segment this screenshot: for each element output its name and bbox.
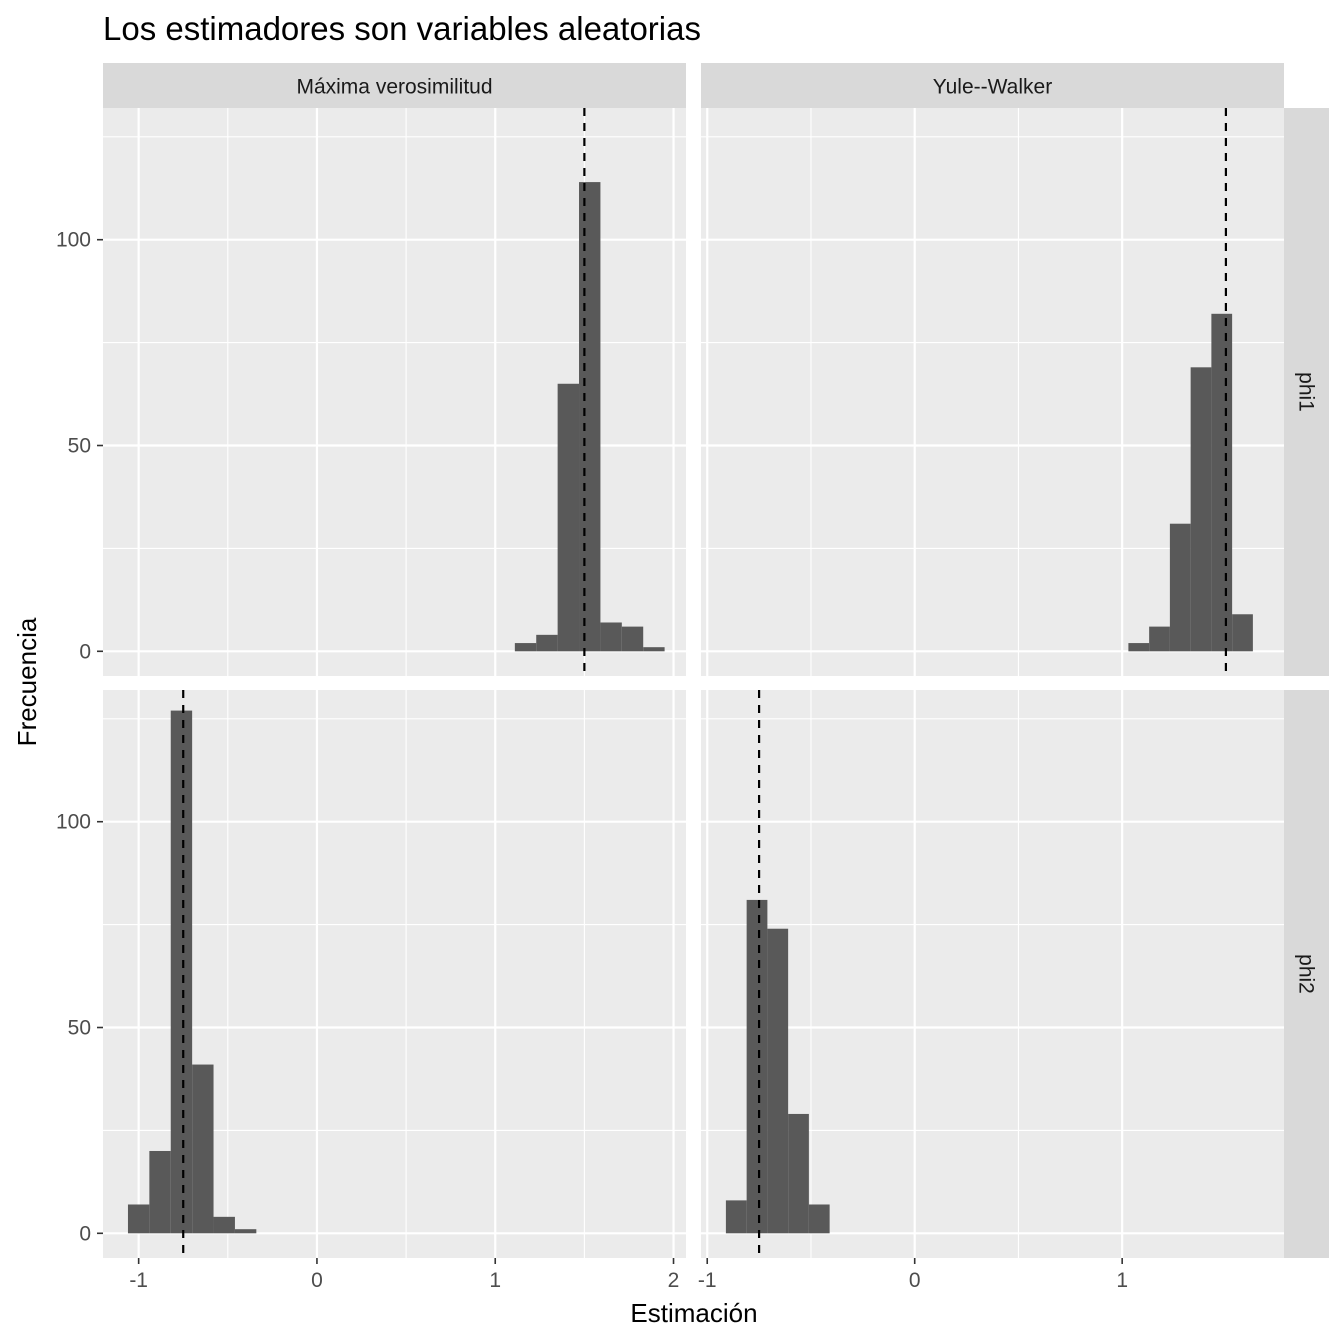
y-tick-label: 0 bbox=[79, 640, 91, 663]
histogram-bar bbox=[536, 634, 558, 652]
histogram-bar bbox=[192, 1064, 214, 1234]
x-axis-title: Estimación bbox=[630, 1298, 757, 1328]
histogram-bar bbox=[600, 622, 622, 652]
facet-panel bbox=[701, 690, 1284, 1258]
histogram-bar bbox=[621, 626, 644, 652]
x-tick-label: 1 bbox=[1116, 1269, 1128, 1292]
histogram-bar bbox=[127, 1204, 150, 1234]
facet-panel bbox=[701, 108, 1284, 676]
histogram-bar bbox=[1128, 643, 1150, 652]
histogram-bar bbox=[746, 899, 768, 1234]
histogram-bar bbox=[1190, 367, 1212, 652]
row-strip-label: phi2 bbox=[1295, 954, 1318, 994]
facet-panel bbox=[103, 108, 686, 676]
y-tick-label: 100 bbox=[56, 811, 91, 834]
x-tick-label: -1 bbox=[698, 1269, 717, 1292]
x-tick-label: 2 bbox=[668, 1269, 680, 1292]
histogram-bar bbox=[788, 1113, 809, 1234]
histogram-bar bbox=[1211, 313, 1233, 652]
histogram-bar bbox=[579, 182, 601, 652]
y-axis-title: Frecuencia bbox=[12, 617, 42, 746]
histogram-bar bbox=[213, 1216, 235, 1234]
panels-layer: Máxima verosimilitud Yule--Walker phi1 phi2… bbox=[56, 63, 1329, 1292]
y-tick-label: 0 bbox=[79, 1222, 91, 1245]
x-tick-label: 0 bbox=[311, 1269, 323, 1292]
histogram-bar bbox=[1169, 523, 1191, 652]
histogram-bar bbox=[234, 1229, 257, 1234]
histogram-bar bbox=[557, 383, 580, 652]
facet-panel bbox=[103, 690, 686, 1258]
column-strip bbox=[701, 63, 1284, 108]
histogram-bar bbox=[1232, 614, 1253, 652]
column-strip-label: Yule--Walker bbox=[933, 76, 1052, 99]
column-strip-label: Máxima verosimilitud bbox=[296, 76, 492, 99]
histogram-bar bbox=[149, 1150, 171, 1234]
histogram-bar bbox=[767, 928, 789, 1234]
histogram-bar bbox=[808, 1204, 830, 1234]
histogram-bar bbox=[170, 710, 193, 1234]
x-tick-label: 1 bbox=[489, 1269, 501, 1292]
row-strip-label: phi1 bbox=[1295, 372, 1318, 412]
histogram-bar bbox=[1149, 626, 1170, 652]
column-strip bbox=[103, 63, 686, 108]
row-strip bbox=[1284, 690, 1329, 1258]
x-tick-label: 0 bbox=[909, 1269, 921, 1292]
histogram-bar bbox=[514, 643, 537, 652]
row-strip bbox=[1284, 108, 1329, 676]
y-tick-label: 100 bbox=[56, 229, 91, 252]
y-tick-label: 50 bbox=[68, 435, 91, 458]
x-tick-label: -1 bbox=[129, 1269, 148, 1292]
chart-title: Los estimadores son variables aleatorias bbox=[103, 10, 701, 47]
y-tick-label: 50 bbox=[68, 1017, 91, 1040]
histogram-bar bbox=[643, 647, 665, 652]
histogram-bar bbox=[725, 1200, 747, 1234]
